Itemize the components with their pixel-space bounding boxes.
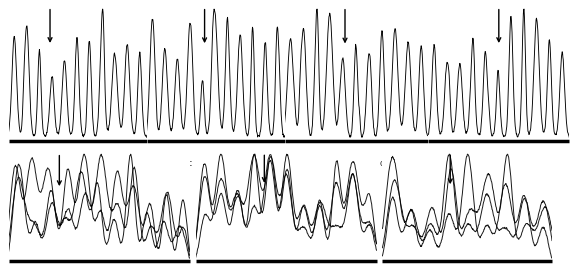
Text: SNP1: SNP1	[67, 189, 89, 198]
Text: A G G A A C T G C A T: A G G A A C T G C A T	[454, 161, 543, 167]
Text: A C C C A C C G C C A: A C C C A C C G C C A	[33, 161, 122, 167]
Text: SNP4: SNP4	[488, 189, 509, 198]
Text: SNP3: SNP3	[346, 189, 367, 198]
Text: SNP2: SNP2	[205, 189, 227, 198]
Text: C C C A C T A C C C A: C C C A C T A C C C A	[312, 161, 401, 167]
Text: C C C C A C C C C C A: C C C C A C C C C C A	[171, 161, 260, 167]
